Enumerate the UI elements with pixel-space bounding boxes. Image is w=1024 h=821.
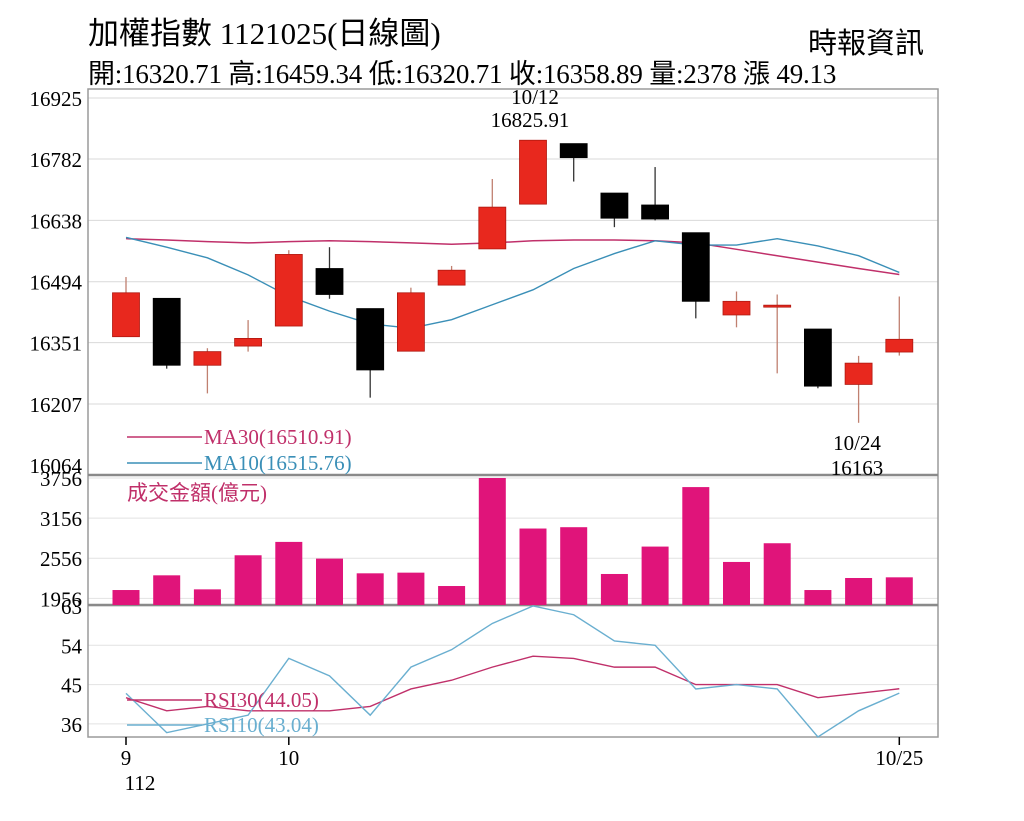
candle-body	[234, 338, 263, 347]
volume-bar	[112, 590, 140, 605]
rsi-legend-label: RSI10(43.04)	[204, 713, 319, 737]
volume-bar	[153, 575, 181, 605]
x-tick-label: 10	[278, 746, 299, 770]
volume-bar	[885, 577, 913, 605]
candle-body	[315, 268, 344, 295]
rsi-legend-label: RSI30(44.05)	[204, 688, 319, 712]
volume-bar	[275, 541, 303, 605]
candle-body	[437, 269, 466, 286]
volume-bar	[234, 555, 262, 605]
rsi-tick-label: 54	[61, 634, 83, 658]
volume-tick-label: 3156	[40, 507, 82, 531]
rsi10-line	[125, 605, 900, 738]
volume-bar	[560, 527, 588, 605]
candle-body	[885, 338, 914, 353]
legend-label: MA30(16510.91)	[204, 425, 352, 449]
volume-bar	[519, 528, 547, 605]
price-tick-label: 16064	[30, 454, 83, 478]
candle-body	[193, 351, 222, 366]
rsi-tick-label: 45	[61, 674, 82, 698]
candle-body	[356, 308, 385, 371]
volume-bar	[193, 589, 221, 605]
candle-body	[641, 204, 669, 220]
rsi30-line	[125, 655, 900, 712]
legend-label: MA10(16515.76)	[204, 451, 352, 475]
candle-body	[722, 300, 751, 316]
chart-frame	[87, 88, 939, 738]
low-annotation-date: 10/24	[833, 431, 881, 455]
volume-bar	[478, 478, 506, 605]
volume-bar	[600, 573, 628, 605]
low-annotation-value: 16163	[831, 456, 884, 480]
volume-bar	[845, 577, 873, 605]
candle-body	[681, 232, 710, 302]
ma30-line	[125, 237, 900, 276]
volume-tick-label: 3756	[40, 467, 82, 491]
price-tick-label: 16351	[30, 332, 83, 356]
price-tick-label: 16207	[30, 393, 83, 417]
price-tick-label: 16638	[30, 209, 83, 233]
source-label: 時報資訊	[808, 28, 925, 60]
candle-body	[112, 292, 140, 338]
volume-bar	[682, 487, 710, 605]
high-annotation-date: 10/12	[511, 85, 559, 109]
chart-title: 加權指數 1121025(日線圖)	[88, 16, 441, 51]
volume-bar	[356, 573, 384, 605]
volume-bar	[723, 561, 750, 605]
candle-body	[804, 328, 832, 387]
volume-bar	[804, 590, 832, 605]
x-tick-label: 10/25	[875, 746, 923, 770]
volume-bar	[641, 546, 669, 605]
volume-tick-label: 1956	[40, 587, 82, 611]
volume-bar	[397, 572, 425, 605]
volume-bar	[763, 543, 791, 605]
candle-body	[559, 143, 588, 159]
volume-bar	[316, 558, 343, 605]
ohlc-summary: 開:16320.71 高:16459.34 低:16320.71 收:16358…	[88, 59, 837, 89]
candle-body	[600, 192, 629, 219]
x-tick-sublabel: 112	[125, 771, 156, 795]
candle-body	[844, 362, 873, 385]
volume-panel-title: 成交金額(億元)	[127, 481, 267, 505]
volume-tick-label: 2556	[40, 547, 82, 571]
candle-body	[519, 139, 547, 205]
rsi-tick-label: 36	[61, 713, 82, 737]
candle-body	[478, 206, 507, 250]
candle-body	[152, 297, 181, 366]
candle-body	[763, 304, 792, 308]
ma10-line	[125, 236, 900, 329]
price-tick-label: 16925	[30, 87, 83, 111]
high-annotation-value: 16825.91	[491, 108, 570, 132]
candle-body	[274, 254, 303, 327]
candle-body	[396, 292, 425, 352]
rsi-tick-label: 63	[61, 595, 82, 619]
price-tick-label: 16494	[30, 271, 83, 295]
volume-bar	[438, 586, 466, 605]
x-tick-label: 9	[121, 746, 132, 770]
price-tick-label: 16782	[30, 148, 83, 172]
